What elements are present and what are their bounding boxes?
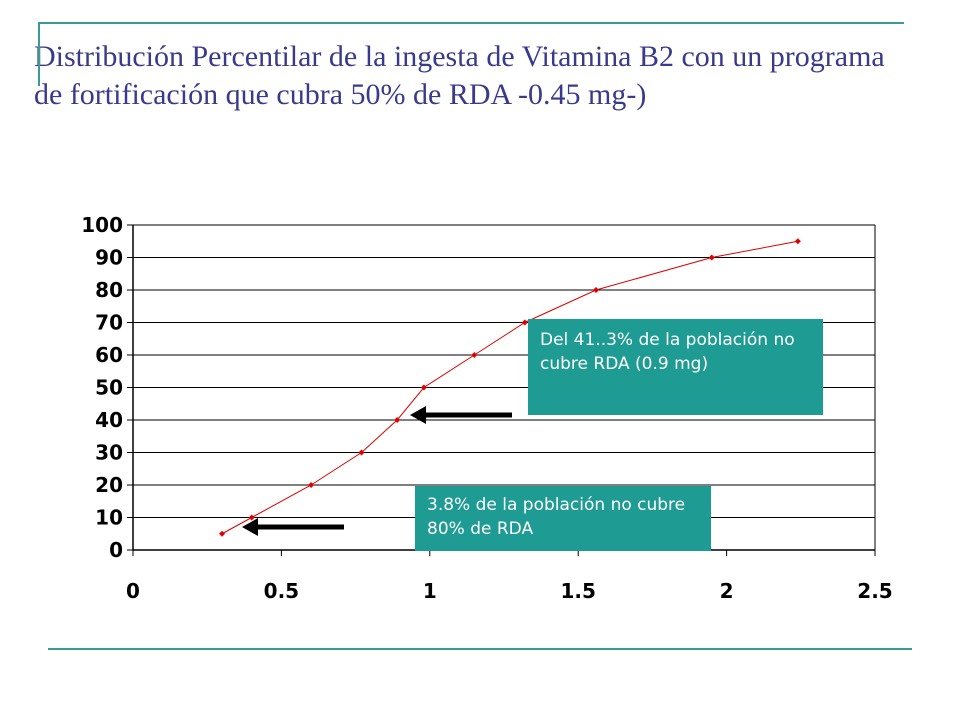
x-tick-label: 0 (126, 579, 140, 603)
data-point (308, 482, 315, 488)
y-tick-label: 90 (95, 246, 123, 270)
y-tick-label: 0 (109, 538, 123, 562)
callout-upper: Del 41..3% de la población no cubre RDA … (528, 319, 823, 415)
x-tick-labels: 0 0.5 1 1.5 2 2.5 (126, 579, 893, 603)
slide-title: Distribución Percentilar de la ingesta d… (34, 40, 885, 111)
callout-lower: 3.8% de la población no cubre 80% de RDA (415, 486, 711, 551)
y-tick-label: 30 (95, 441, 123, 465)
x-tick-label: 1.5 (560, 579, 595, 603)
data-point (521, 319, 528, 326)
x-tick-label: 2 (720, 579, 734, 603)
upper-arrow-head (410, 406, 426, 424)
top-accent-line (40, 22, 904, 24)
y-tick-label: 60 (95, 343, 123, 367)
data-point (471, 352, 478, 358)
data-point (219, 530, 226, 537)
data-point (248, 514, 255, 521)
y-tick-label: 20 (95, 473, 123, 497)
left-accent-line (38, 22, 40, 86)
data-point (420, 384, 427, 391)
y-tick-labels: 0 10 20 30 40 50 60 70 80 90 100 (81, 213, 123, 562)
bottom-accent-line (48, 648, 912, 650)
data-point (708, 254, 715, 261)
x-tick-label: 0.5 (264, 579, 299, 603)
x-tick-label: 2.5 (857, 579, 892, 603)
data-point (794, 238, 801, 245)
y-tick-label: 10 (95, 506, 123, 530)
data-point (593, 287, 600, 293)
y-tick-label: 50 (95, 376, 123, 400)
y-tick-label: 70 (95, 311, 123, 335)
data-point (394, 417, 401, 423)
y-tick-label: 80 (95, 278, 123, 302)
x-tick-label: 1 (423, 579, 437, 603)
arrows (242, 406, 512, 536)
series (219, 238, 801, 537)
data-point (358, 449, 365, 456)
y-tick-label: 100 (81, 213, 123, 237)
lower-arrow-head (242, 518, 258, 536)
y-tick-label: 40 (95, 408, 123, 432)
